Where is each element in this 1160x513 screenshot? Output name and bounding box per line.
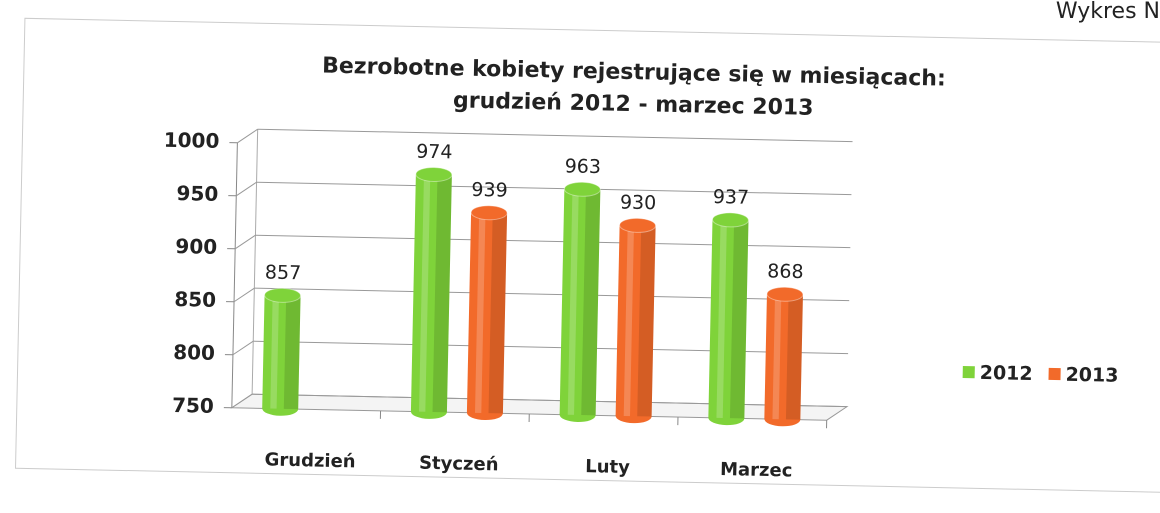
bar-shade [581, 189, 601, 416]
legend-label: 2012 [979, 362, 1032, 385]
x-tick-label: Grudzień [264, 449, 355, 472]
bar [708, 219, 749, 419]
data-label: 939 [471, 179, 508, 202]
data-label: 963 [564, 155, 601, 178]
grid-line [252, 393, 847, 408]
data-label: 974 [416, 141, 453, 164]
chart-title: grudzień 2012 - marzec 2013 [453, 88, 814, 121]
data-label: 868 [767, 260, 804, 283]
bar-shade [488, 212, 508, 414]
cylinder-top [470, 205, 508, 221]
y-tick-label: 900 [175, 234, 217, 259]
y-tick-label: 1000 [164, 128, 220, 153]
bar-shade [637, 225, 656, 417]
bar [466, 212, 508, 414]
cylinder-top [563, 181, 601, 197]
x-tick-label: Styczeń [419, 453, 499, 476]
grid-line [231, 393, 253, 409]
cylinder-top [415, 166, 453, 182]
y-tick-label: 950 [176, 181, 218, 206]
grid-line [232, 340, 254, 356]
bar-highlight [772, 294, 782, 420]
cylinder-top [766, 286, 804, 302]
x-tick-label: Marzec [720, 459, 793, 482]
grid-line [257, 128, 853, 143]
legend-swatch [1048, 367, 1061, 381]
grid-line [254, 287, 850, 302]
grid-line [234, 234, 256, 250]
grid-line [256, 181, 852, 196]
data-label: 930 [620, 192, 657, 215]
bar-highlight [475, 212, 486, 413]
data-label: 857 [265, 261, 302, 284]
bar-highlight [419, 174, 431, 412]
bar-shade [283, 295, 301, 410]
floor [230, 393, 849, 421]
cylinder-top [619, 217, 657, 233]
bar [559, 188, 601, 416]
x-tick-label: Luty [585, 456, 630, 478]
grid-line [235, 181, 257, 197]
bar-highlight [567, 189, 579, 415]
chart-title: Bezrobotne kobiety rejestrujące się w mi… [322, 54, 946, 92]
data-label: 937 [713, 186, 750, 209]
cylinder-top [712, 212, 749, 228]
legend-swatch [962, 366, 975, 379]
bar-shade [729, 219, 749, 419]
y-tick-label: 750 [172, 393, 214, 418]
bar-shade [785, 294, 803, 420]
y-tick-label: 850 [174, 287, 216, 312]
bar-shade [432, 174, 452, 413]
grid-line [253, 340, 849, 355]
y-axis [231, 142, 238, 408]
y-axis-back [251, 129, 259, 395]
frame-border [15, 17, 1160, 493]
grid-line [233, 287, 255, 303]
bar-highlight [716, 219, 727, 419]
bar [410, 174, 452, 413]
grid-line [237, 128, 258, 144]
bar-highlight [623, 225, 635, 417]
bar [262, 294, 301, 410]
bar-highlight [270, 295, 279, 409]
chart-frame: Bezrobotne kobiety rejestrujące się w mi… [15, 17, 1160, 493]
legend-label: 2013 [1065, 364, 1118, 387]
bar [615, 225, 656, 417]
bar [764, 293, 803, 420]
grid-line [255, 234, 851, 249]
cylinder-top [264, 287, 302, 303]
page-label: Wykres N [1056, 0, 1160, 24]
y-tick-label: 800 [173, 340, 215, 365]
